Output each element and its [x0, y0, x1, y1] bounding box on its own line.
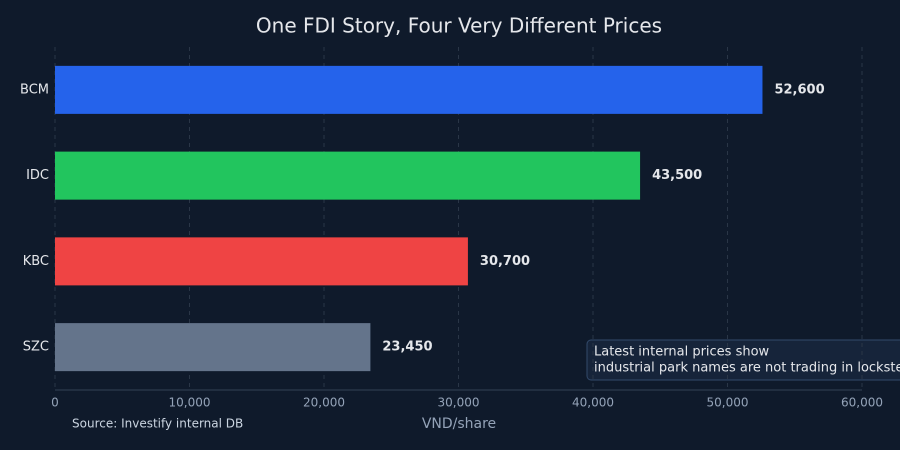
x-tick-label: 20,000 — [303, 396, 345, 410]
bar — [55, 323, 371, 372]
x-tick-label: 30,000 — [438, 396, 480, 410]
bar — [55, 65, 763, 114]
x-tick-label: 10,000 — [169, 396, 211, 410]
annotation-text: Latest internal prices show — [594, 345, 770, 360]
y-tick-label: IDC — [26, 168, 49, 183]
x-tick-label: 40,000 — [572, 396, 614, 410]
value-label: 52,600 — [774, 82, 824, 97]
y-tick-label: BCM — [20, 82, 49, 97]
annotation-box — [586, 339, 900, 381]
chart-title: One FDI Story, Four Very Different Price… — [256, 14, 662, 38]
x-tick-label: 60,000 — [841, 396, 883, 410]
x-axis-title: VND/share — [422, 416, 496, 432]
annotation-text: industrial park names are not trading in… — [594, 361, 900, 376]
source-note: Source: Investify internal DB — [72, 417, 243, 431]
bar — [55, 237, 468, 286]
bar — [55, 151, 641, 200]
y-tick-label: KBC — [23, 254, 49, 269]
x-tick-label: 0 — [51, 396, 59, 410]
value-label: 43,500 — [652, 168, 702, 183]
value-label: 30,700 — [480, 254, 530, 269]
value-label: 23,450 — [382, 340, 432, 355]
y-tick-label: SZC — [23, 340, 49, 355]
x-tick-label: 50,000 — [707, 396, 749, 410]
